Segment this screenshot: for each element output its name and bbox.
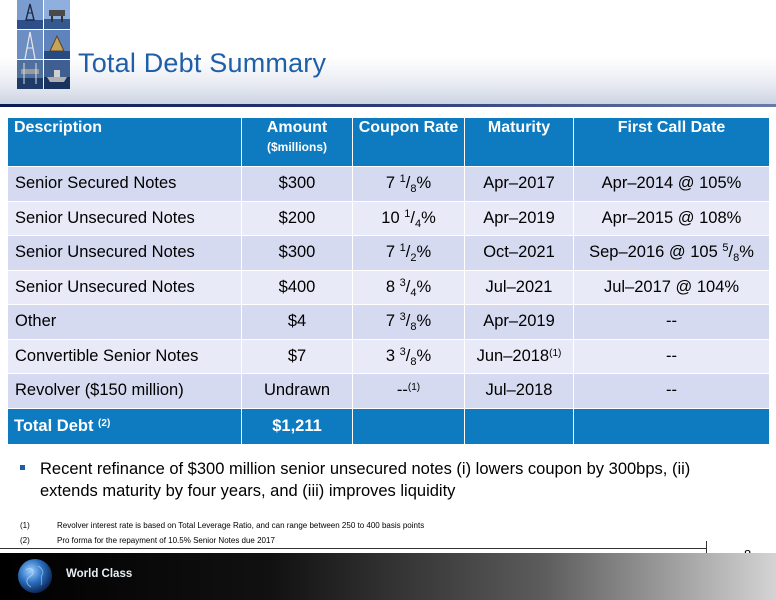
cell-amount: $200 bbox=[241, 200, 353, 236]
table-row: Senior Unsecured Notes $400 8 3/4% Jul–2021… bbox=[7, 269, 770, 305]
table-row: Senior Unsecured Notes $200 10 1/4% Apr–201… bbox=[7, 200, 770, 236]
cell-first-call-date: -- bbox=[573, 373, 770, 409]
cell-maturity: Oct–2021 bbox=[464, 235, 574, 271]
header-rule bbox=[0, 104, 776, 107]
jackup-photo-icon bbox=[17, 60, 43, 89]
slide-header: Total Debt Summary bbox=[0, 0, 776, 107]
total-empty-cell bbox=[352, 407, 465, 445]
cell-first-call-date: Jul–2017 @ 104% bbox=[573, 269, 770, 305]
cell-maturity: Apr–2019 bbox=[464, 200, 574, 236]
coupon-fraction: 7 1/8% bbox=[385, 173, 432, 196]
cell-maturity: Apr–2019 bbox=[464, 304, 574, 340]
table-row: Senior Unsecured Notes $300 7 1/2% Oct–2021… bbox=[7, 235, 770, 271]
cell-amount: $4 bbox=[241, 304, 353, 340]
table-header-row: Description Amount ($millions) Coupon Rat… bbox=[7, 117, 770, 167]
cell-amount: $300 bbox=[241, 166, 353, 202]
table-row: Senior Secured Notes $300 7 1/8% Apr–2017 Ap… bbox=[7, 166, 770, 202]
cell-maturity: Apr–2017 bbox=[464, 166, 574, 202]
cell-amount: $7 bbox=[241, 338, 353, 374]
cell-amount: $400 bbox=[241, 269, 353, 305]
footnote-number: (1) bbox=[20, 521, 30, 530]
column-header-amount: Amount ($millions) bbox=[241, 117, 353, 167]
header-band bbox=[0, 0, 776, 104]
table-total-row: Total Debt (2) $1,211 bbox=[7, 407, 770, 445]
total-label: Total Debt (2) bbox=[7, 407, 242, 445]
total-empty-cell bbox=[464, 407, 574, 445]
cell-first-call-date: Apr–2014 @ 105% bbox=[573, 166, 770, 202]
cell-first-call-date: -- bbox=[573, 304, 770, 340]
cell-description: Senior Unsecured Notes bbox=[7, 235, 242, 271]
coupon-fraction: 10 1/4% bbox=[381, 207, 436, 230]
cell-coupon-rate: 7 3/8% bbox=[352, 304, 465, 340]
column-header-maturity: Maturity bbox=[464, 117, 574, 167]
debt-table: Description Amount ($millions) Coupon Rat… bbox=[7, 117, 770, 445]
page-title: Total Debt Summary bbox=[78, 48, 327, 78]
cell-coupon-rate: 7 1/2% bbox=[352, 235, 465, 271]
cell-first-call-date: Sep–2016 @ 105 5/8% bbox=[573, 235, 770, 271]
cell-maturity: Jul–2018 bbox=[464, 373, 574, 409]
cell-description: Revolver ($150 million) bbox=[7, 373, 242, 409]
coupon-fraction: 7 3/8% bbox=[385, 311, 432, 334]
table-row: Other $4 7 3/8% Apr–2019 -- bbox=[7, 304, 770, 340]
globe-icon bbox=[18, 559, 52, 593]
cell-description: Other bbox=[7, 304, 242, 340]
footnote-text: Pro forma for the repayment of 10.5% Sen… bbox=[57, 536, 275, 545]
bullet-square-icon bbox=[20, 465, 25, 470]
cell-description: Convertible Senior Notes bbox=[7, 338, 242, 374]
cell-amount: Undrawn bbox=[241, 373, 353, 409]
cell-maturity: Jul–2021 bbox=[464, 269, 574, 305]
cell-coupon-rate: 8 3/4% bbox=[352, 269, 465, 305]
cell-amount: $300 bbox=[241, 235, 353, 271]
column-header-coupon-rate: Coupon Rate bbox=[352, 117, 465, 167]
cell-description: Senior Secured Notes bbox=[7, 166, 242, 202]
footer-brand: World Class bbox=[66, 568, 133, 580]
cell-first-call-date: -- bbox=[573, 338, 770, 374]
header-photo-collage bbox=[17, 0, 71, 90]
cell-coupon-rate: 7 1/8% bbox=[352, 166, 465, 202]
total-amount: $1,211 bbox=[241, 407, 353, 445]
coupon-fraction: 7 1/2% bbox=[385, 242, 432, 265]
footnote-text: Revolver interest rate is based on Total… bbox=[57, 521, 425, 530]
cell-coupon-rate: 3 3/8% bbox=[352, 338, 465, 374]
coupon-fraction: 8 3/4% bbox=[385, 276, 432, 299]
column-header-first-call-date: First Call Date bbox=[573, 117, 770, 167]
total-footnote-ref: (2) bbox=[98, 417, 111, 429]
oil-rig-photo-icon bbox=[17, 0, 43, 29]
cell-coupon-rate: --(1) bbox=[352, 373, 465, 409]
column-header-description: Description bbox=[7, 117, 242, 167]
cell-first-call-date: Apr–2015 @ 108% bbox=[573, 200, 770, 236]
cell-maturity: Jun–2018(1) bbox=[464, 338, 574, 374]
cell-description: Senior Unsecured Notes bbox=[7, 269, 242, 305]
cell-description: Senior Unsecured Notes bbox=[7, 200, 242, 236]
vessel-photo-icon bbox=[44, 60, 70, 89]
derrick-photo-icon bbox=[17, 30, 43, 59]
total-empty-cell bbox=[573, 407, 770, 445]
coupon-fraction: 3 3/8% bbox=[385, 345, 432, 368]
column-header-amount-unit: ($millions) bbox=[266, 140, 327, 154]
footnote-divider-tick bbox=[706, 541, 707, 555]
table-row: Revolver ($150 million) Undrawn --(1) Jul–2… bbox=[7, 373, 770, 409]
footnote-number: (2) bbox=[20, 536, 30, 545]
rig-photo-icon bbox=[44, 30, 70, 59]
cell-coupon-rate: 10 1/4% bbox=[352, 200, 465, 236]
table-row: Convertible Senior Notes $7 3 3/8% Jun–2018… bbox=[7, 338, 770, 374]
slide-footer: World Class bbox=[0, 553, 776, 600]
footnote-divider bbox=[0, 548, 706, 549]
bullet-text: Recent refinance of $300 million senior … bbox=[40, 460, 691, 500]
platform-photo-icon bbox=[44, 0, 70, 29]
